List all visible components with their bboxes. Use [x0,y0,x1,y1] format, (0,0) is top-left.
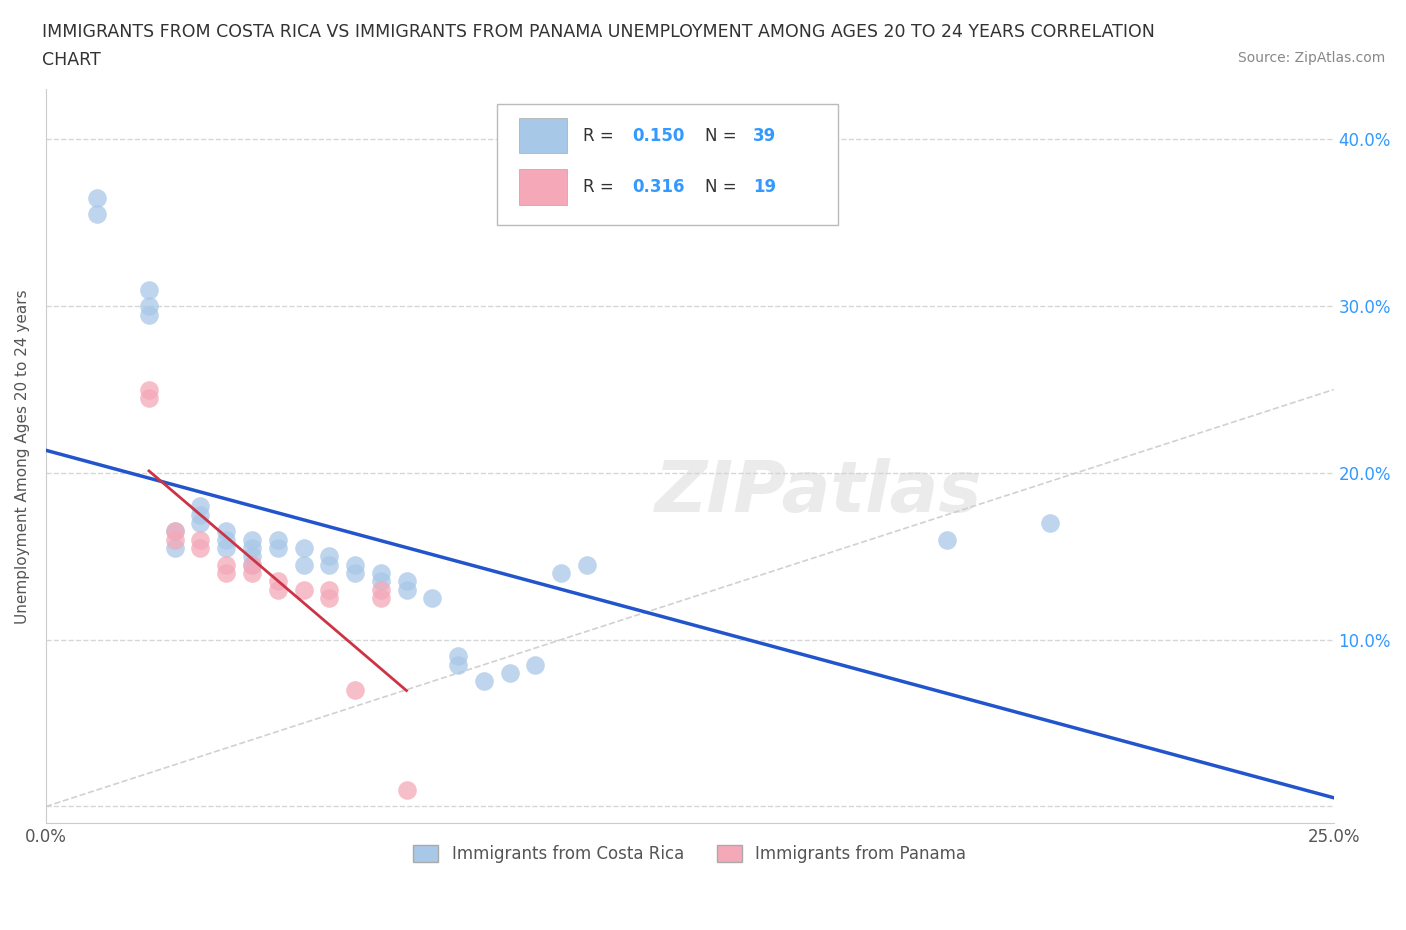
Text: N =: N = [706,126,742,145]
Point [395,782,418,797]
Point [215,557,238,572]
Point [343,565,366,580]
Text: 0.150: 0.150 [631,126,685,145]
Point [370,574,392,589]
Point [370,582,392,597]
Point [190,498,212,513]
Text: 19: 19 [752,178,776,196]
Point [318,582,340,597]
FancyBboxPatch shape [519,118,568,153]
Point [267,582,290,597]
Point [395,574,418,589]
Point [498,666,520,681]
Point [240,532,263,547]
Point [215,524,238,538]
Point [370,565,392,580]
Point [240,565,263,580]
Point [292,582,315,597]
Text: ZIPatlas: ZIPatlas [655,458,983,527]
Text: CHART: CHART [42,51,101,69]
Point [550,565,572,580]
Text: IMMIGRANTS FROM COSTA RICA VS IMMIGRANTS FROM PANAMA UNEMPLOYMENT AMONG AGES 20 : IMMIGRANTS FROM COSTA RICA VS IMMIGRANTS… [42,23,1156,41]
Point [138,299,160,313]
Point [138,307,160,322]
FancyBboxPatch shape [496,104,838,225]
Point [240,540,263,555]
Point [240,557,263,572]
Point [240,549,263,564]
Point [190,507,212,522]
Point [447,649,470,664]
Point [1039,515,1062,530]
Point [267,532,290,547]
Point [86,207,108,222]
Point [163,524,186,538]
Point [190,515,212,530]
Point [190,532,212,547]
Point [472,674,495,689]
Text: 39: 39 [752,126,776,145]
Point [267,574,290,589]
Point [318,557,340,572]
Point [318,549,340,564]
Point [138,282,160,297]
Point [370,591,392,605]
Point [420,591,443,605]
Point [215,532,238,547]
FancyBboxPatch shape [519,169,568,205]
Text: R =: R = [583,126,619,145]
Point [343,557,366,572]
Point [575,557,598,572]
Y-axis label: Unemployment Among Ages 20 to 24 years: Unemployment Among Ages 20 to 24 years [15,289,30,624]
Point [138,382,160,397]
Point [936,532,959,547]
Point [163,524,186,538]
Point [86,191,108,206]
Point [267,540,290,555]
Text: N =: N = [706,178,742,196]
Point [524,658,547,672]
Text: R =: R = [583,178,619,196]
Text: Source: ZipAtlas.com: Source: ZipAtlas.com [1237,51,1385,65]
Text: 0.316: 0.316 [631,178,685,196]
Point [215,565,238,580]
Point [447,658,470,672]
Point [292,540,315,555]
Point [190,540,212,555]
Legend: Immigrants from Costa Rica, Immigrants from Panama: Immigrants from Costa Rica, Immigrants f… [406,838,973,870]
Point [292,557,315,572]
Point [318,591,340,605]
Point [163,532,186,547]
Point [138,391,160,405]
Point [240,557,263,572]
Point [395,582,418,597]
Point [163,540,186,555]
Point [343,683,366,698]
Point [215,540,238,555]
